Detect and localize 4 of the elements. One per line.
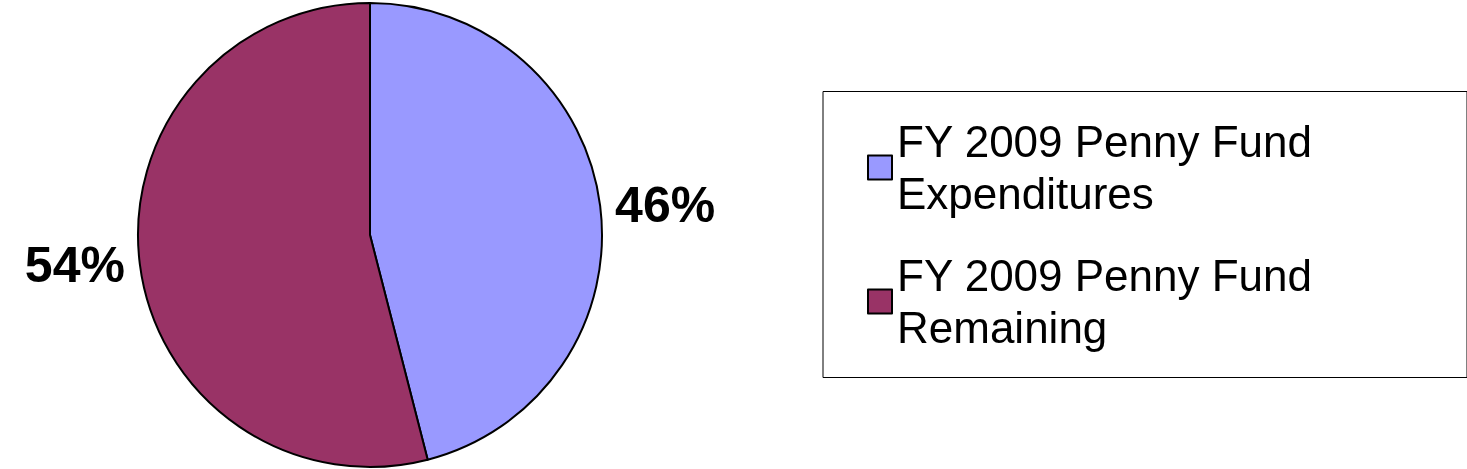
legend-label: FY 2009 Penny Fund Remaining (897, 251, 1325, 352)
data-label: 46% (615, 176, 716, 233)
legend-label: FY 2009 Penny Fund Expenditures (897, 117, 1325, 218)
data-label: 54% (24, 237, 125, 294)
